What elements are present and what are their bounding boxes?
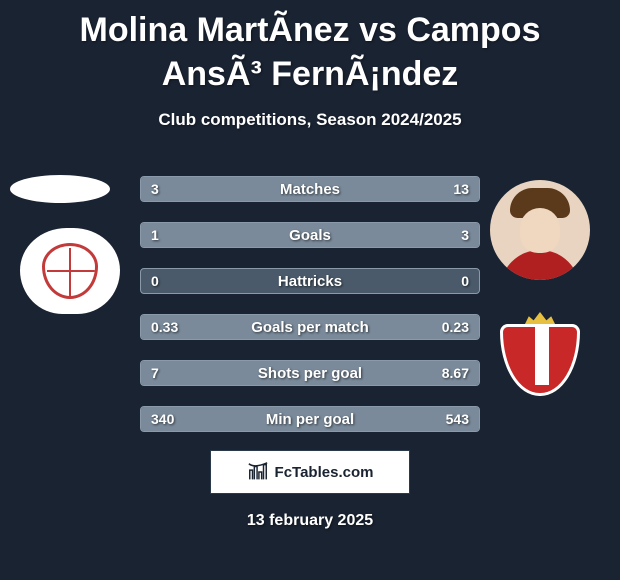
stat-label: Hattricks (141, 273, 479, 290)
stat-row: 0Hattricks0 (140, 268, 480, 294)
stat-row: 1Goals3 (140, 222, 480, 248)
player-left-avatar (10, 175, 110, 203)
brand-footer: FcTables.com (210, 450, 410, 494)
stat-row: 0.33Goals per match0.23 (140, 314, 480, 340)
stat-row: 340Min per goal543 (140, 406, 480, 432)
stat-value-right: 8.67 (442, 365, 469, 381)
stat-value-right: 13 (453, 181, 469, 197)
comparison-title: Molina MartÃ­nez vs Campos AnsÃ³ FernÃ¡n… (0, 0, 620, 96)
stat-label: Goals per match (141, 319, 479, 336)
player-right-avatar (490, 180, 590, 280)
stat-row: 3Matches13 (140, 176, 480, 202)
stat-value-right: 3 (461, 227, 469, 243)
club-left-badge (20, 228, 120, 314)
fctables-logo-icon (247, 461, 269, 483)
stat-row: 7Shots per goal8.67 (140, 360, 480, 386)
stat-label: Min per goal (141, 411, 479, 428)
stat-value-right: 543 (446, 411, 469, 427)
comparison-date: 13 february 2025 (0, 512, 620, 530)
club-left-crest-icon (42, 243, 98, 299)
stat-label: Matches (141, 181, 479, 198)
brand-text: FcTables.com (275, 464, 374, 481)
stat-value-right: 0 (461, 273, 469, 289)
stat-label: Goals (141, 227, 479, 244)
stat-label: Shots per goal (141, 365, 479, 382)
stats-comparison-table: 3Matches131Goals30Hattricks00.33Goals pe… (140, 176, 480, 452)
club-right-badge (500, 312, 580, 396)
stat-value-right: 0.23 (442, 319, 469, 335)
season-subtitle: Club competitions, Season 2024/2025 (0, 110, 620, 130)
